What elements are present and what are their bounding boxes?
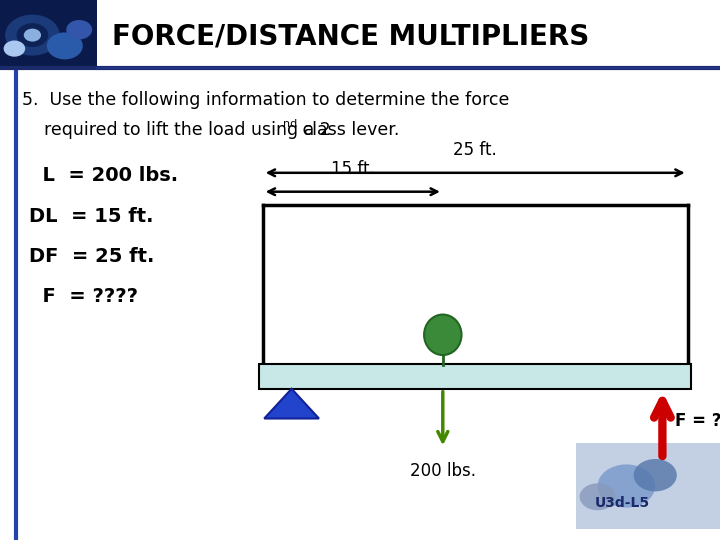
- Circle shape: [17, 23, 48, 47]
- Circle shape: [580, 483, 616, 510]
- Text: FORCE/DISTANCE MULTIPLIERS: FORCE/DISTANCE MULTIPLIERS: [112, 23, 589, 51]
- Text: DL  = 15 ft.: DL = 15 ft.: [29, 206, 153, 226]
- Circle shape: [66, 20, 92, 39]
- Bar: [0, 0, 97, 68]
- Text: 200 lbs.: 200 lbs.: [410, 462, 476, 480]
- Text: F = ?: F = ?: [675, 412, 720, 430]
- Text: nd: nd: [283, 119, 297, 129]
- Circle shape: [598, 464, 655, 508]
- Ellipse shape: [424, 314, 462, 355]
- Circle shape: [24, 29, 41, 42]
- Text: 25 ft.: 25 ft.: [454, 141, 497, 159]
- Text: DF  = 25 ft.: DF = 25 ft.: [29, 247, 154, 266]
- Text: F  = ????: F = ????: [29, 287, 138, 307]
- Bar: [259, 364, 691, 389]
- Text: U3d-L5: U3d-L5: [595, 496, 650, 510]
- Bar: [576, 443, 720, 529]
- Circle shape: [4, 40, 25, 57]
- Text: required to lift the load using a 2: required to lift the load using a 2: [22, 120, 330, 139]
- Polygon shape: [264, 389, 319, 419]
- Circle shape: [634, 459, 677, 491]
- Text: class lever.: class lever.: [297, 120, 399, 139]
- Circle shape: [47, 32, 83, 59]
- Text: 15 ft.: 15 ft.: [331, 160, 374, 178]
- Text: L  = 200 lbs.: L = 200 lbs.: [29, 166, 178, 185]
- Text: 5.  Use the following information to determine the force: 5. Use the following information to dete…: [22, 91, 509, 109]
- Circle shape: [5, 15, 60, 56]
